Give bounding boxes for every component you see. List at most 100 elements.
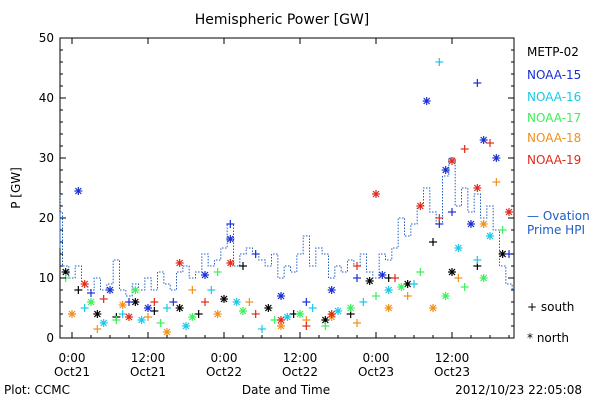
- north-point-noaa-19: [473, 184, 482, 192]
- x-tick-label-date: Oct22: [282, 365, 318, 379]
- north-point-noaa-15: [106, 286, 114, 294]
- north-point-noaa-15: [378, 271, 387, 279]
- south-point-noaa-15: [473, 79, 482, 87]
- north-point-metp-02: [448, 268, 456, 276]
- y-tick-label: 0: [46, 331, 54, 345]
- south-point-noaa-19: [150, 298, 159, 306]
- south-point-noaa-15: [87, 289, 95, 297]
- south-point-noaa-18: [93, 325, 102, 333]
- north-point-metp-02: [220, 295, 228, 303]
- north-point-noaa-15: [327, 286, 336, 294]
- footer-timestamp: 2012/10/23 22:05:08: [455, 383, 582, 397]
- legend-item-noaa-15: NOAA-15: [527, 68, 581, 82]
- legend-item-noaa-17: NOAA-17: [527, 111, 581, 125]
- north-point-noaa-17: [397, 283, 406, 291]
- x-tick-label-time: 0:00: [59, 351, 86, 365]
- south-point-noaa-16: [258, 325, 266, 333]
- y-tick-label: 30: [39, 151, 54, 165]
- legend-ovation-line1: — Ovation: [527, 209, 590, 223]
- x-tick-label-time: 12:00: [283, 351, 318, 365]
- south-point-noaa-15: [226, 220, 235, 228]
- footer-credit: Plot: CCMC: [4, 383, 70, 397]
- north-point-noaa-19: [327, 310, 336, 318]
- legend-item-noaa-16: NOAA-16: [527, 90, 581, 104]
- south-point-metp-02: [429, 238, 437, 246]
- south-point-metp-02: [194, 310, 203, 318]
- north-point-noaa-17: [239, 307, 247, 315]
- north-point-noaa-19: [277, 316, 285, 324]
- north-point-noaa-17: [188, 313, 197, 321]
- north-point-noaa-18: [384, 304, 393, 312]
- north-point-noaa-16: [454, 244, 463, 252]
- south-point-noaa-17: [112, 316, 121, 324]
- north-point-noaa-18: [479, 220, 488, 228]
- south-point-noaa-19: [391, 274, 399, 282]
- south-point-metp-02: [74, 286, 83, 294]
- north-point-noaa-18: [163, 328, 171, 336]
- south-point-noaa-19: [486, 139, 494, 147]
- legend: METP-02 NOAA-15 NOAA-16 NOAA-17 NOAA-18 …: [527, 45, 590, 345]
- north-point-noaa-15: [201, 271, 209, 279]
- chart-title: Hemispheric Power [GW]: [195, 12, 370, 28]
- north-point-noaa-19: [125, 313, 133, 321]
- y-tick-label: 50: [39, 31, 54, 45]
- north-point-noaa-16: [283, 313, 292, 321]
- plot-frame: [59, 37, 515, 339]
- y-tick-label: 20: [39, 211, 54, 225]
- south-point-metp-02: [150, 307, 159, 315]
- south-point-noaa-18: [454, 274, 463, 282]
- x-tick-label-time: 0:00: [211, 351, 238, 365]
- legend-ovation-line2: Prime HPI: [527, 223, 585, 237]
- south-point-noaa-18: [188, 286, 197, 294]
- north-point-noaa-16: [182, 322, 190, 330]
- north-point-metp-02: [365, 277, 374, 285]
- north-point-metp-02: [93, 310, 102, 318]
- north-point-noaa-15: [144, 304, 152, 312]
- north-point-noaa-16: [232, 298, 241, 306]
- south-point-noaa-19: [99, 295, 108, 303]
- north-point-noaa-18: [118, 301, 127, 309]
- north-point-noaa-15: [74, 187, 83, 195]
- north-point-noaa-19: [80, 280, 89, 288]
- legend-south-marker: + south: [527, 300, 574, 314]
- south-point-noaa-19: [460, 145, 469, 153]
- south-point-noaa-19: [302, 322, 311, 330]
- north-point-noaa-18: [68, 310, 76, 318]
- south-point-noaa-16: [207, 286, 216, 294]
- north-point-noaa-17: [87, 298, 95, 306]
- north-point-noaa-16: [137, 316, 146, 324]
- north-point-noaa-19: [448, 157, 456, 165]
- south-point-noaa-16: [163, 304, 171, 312]
- north-point-noaa-17: [296, 310, 304, 318]
- south-point-noaa-15: [251, 250, 260, 258]
- north-point-noaa-15: [277, 292, 285, 300]
- y-axis-label: P [GW]: [9, 167, 23, 209]
- south-point-noaa-16: [308, 304, 317, 312]
- south-point-noaa-16: [435, 58, 444, 66]
- x-tick-label-time: 12:00: [435, 351, 470, 365]
- legend-item-metp-02: METP-02: [527, 45, 579, 59]
- south-point-noaa-16: [473, 256, 482, 264]
- south-point-noaa-18: [353, 319, 361, 327]
- legend-north-marker: * north: [527, 331, 569, 345]
- north-point-noaa-15: [492, 154, 501, 162]
- north-point-noaa-18: [429, 304, 437, 312]
- north-point-noaa-19: [226, 259, 235, 267]
- north-point-noaa-15: [441, 166, 450, 174]
- ovation-hpi-line: [59, 157, 514, 297]
- x-tick-label-date: Oct22: [206, 365, 242, 379]
- north-point-noaa-17: [479, 274, 488, 282]
- x-tick-label-date: Oct23: [434, 365, 470, 379]
- footer-x-axis-label: Date and Time: [242, 383, 330, 397]
- south-point-noaa-15: [448, 208, 456, 216]
- north-point-noaa-17: [346, 304, 355, 312]
- south-point-noaa-18: [144, 313, 152, 321]
- south-point-noaa-15: [302, 298, 311, 306]
- south-point-noaa-16: [80, 304, 89, 312]
- north-point-metp-02: [403, 280, 412, 288]
- south-point-metp-02: [239, 262, 247, 270]
- north-point-metp-02: [264, 304, 273, 312]
- south-point-noaa-17: [498, 226, 507, 234]
- north-point-noaa-15: [422, 97, 431, 105]
